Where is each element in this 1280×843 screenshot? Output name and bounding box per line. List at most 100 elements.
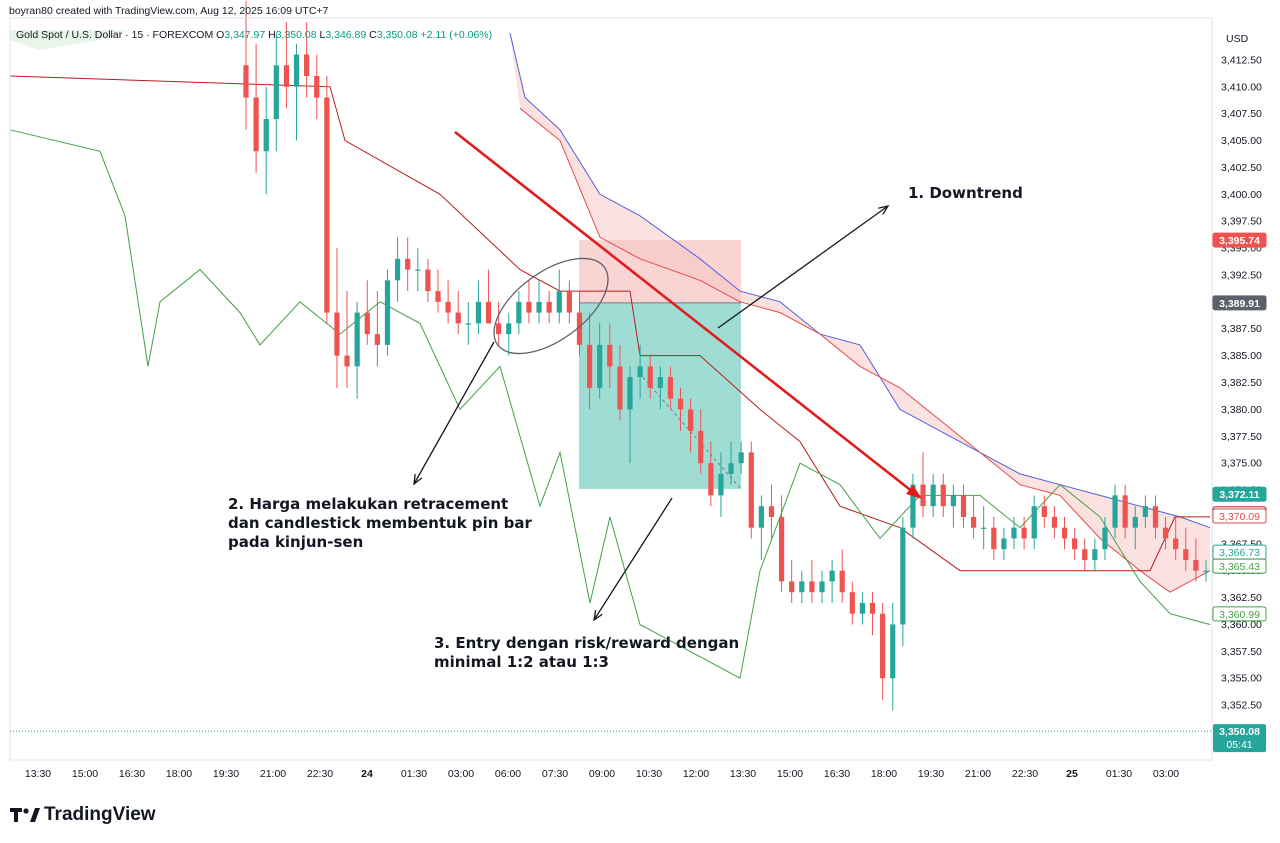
candle — [1031, 495, 1037, 550]
candle — [273, 33, 279, 152]
candle — [607, 323, 613, 388]
arrow-entry-head — [593, 610, 603, 622]
candle — [1011, 516, 1017, 550]
trade-path — [638, 372, 742, 490]
candle-body — [809, 581, 815, 593]
drawings — [9, 17, 1213, 761]
price-label-text: 3,365.43 — [1219, 561, 1260, 573]
candle — [799, 570, 805, 603]
x-tick-label: 18:00 — [871, 768, 897, 780]
candle — [253, 43, 259, 173]
candle-body — [1152, 506, 1159, 528]
y-tick-label: 3,362.50 — [1221, 592, 1262, 604]
candle-body — [273, 65, 279, 120]
candle — [597, 323, 603, 399]
price-label: 3,372.11 — [1212, 486, 1267, 502]
y-tick-label: 3,412.50 — [1221, 54, 1262, 66]
author-line: boyran80 created with TradingView.com, A… — [9, 5, 329, 17]
price-label-text: 3,360.99 — [1219, 609, 1260, 621]
candle-body — [819, 581, 825, 593]
candle — [243, 0, 249, 130]
candle — [465, 301, 471, 345]
position-tool — [579, 240, 742, 490]
candle — [304, 22, 310, 98]
candle — [738, 441, 744, 474]
candle-body — [728, 463, 734, 474]
candle-body — [869, 602, 876, 614]
candle-body — [405, 258, 411, 270]
candle-body — [1072, 538, 1078, 550]
y-tick-label: 3,360.00 — [1221, 619, 1262, 631]
candle — [1092, 538, 1098, 571]
candle-body — [758, 506, 764, 528]
y-tick-label: 3,392.50 — [1221, 269, 1262, 281]
arrow-downtrend — [717, 205, 890, 329]
annotation-retracement-line-3: pada kinjun-sen — [228, 533, 364, 551]
x-tick-label: 01:30 — [1106, 768, 1132, 780]
arrow-downtrend-line — [717, 205, 889, 329]
candle-body — [1102, 527, 1108, 550]
x-tick-label: 21:00 — [965, 768, 991, 780]
candle-body — [1203, 570, 1209, 572]
candle-body — [1183, 549, 1189, 560]
candle-body — [536, 301, 542, 313]
candle-body — [960, 495, 967, 517]
x-tick-label: 03:00 — [448, 768, 474, 780]
candle — [789, 559, 795, 603]
symbol-name[interactable]: Gold Spot / U.S. Dollar · 15 · FOREXCOM — [16, 29, 214, 41]
candle — [1072, 527, 1078, 560]
candle — [1203, 559, 1209, 582]
candle — [981, 506, 987, 550]
candle — [667, 366, 674, 410]
price-label-text: 3,366.73 — [1219, 547, 1260, 559]
candle — [293, 43, 300, 141]
price-label-text: 3,395.74 — [1219, 235, 1260, 247]
annotation-entry[interactable]: 3. Entry dengan risk/reward dengan minim… — [434, 634, 739, 672]
candle-body — [880, 613, 886, 679]
candle-body — [516, 301, 522, 324]
price-label-box — [1212, 508, 1267, 524]
plot-frame — [9, 17, 1213, 761]
candle — [920, 452, 926, 517]
x-tick-label: 15:00 — [72, 768, 98, 780]
low-label: L — [319, 29, 326, 41]
tradingview-brand[interactable]: TradingView — [10, 804, 156, 826]
y-tick-label: 3,385.00 — [1221, 350, 1262, 362]
candle-body — [334, 312, 340, 356]
time-axis: 13:30 15:00 16:30 18:00 19:30 21:00 22:30 24 01:… — [25, 768, 1179, 780]
x-tick-label: 19:30 — [918, 768, 944, 780]
candle — [425, 258, 431, 302]
candle-body — [1162, 527, 1169, 539]
candle-body — [607, 344, 613, 367]
y-tick-label: 3,380.00 — [1221, 404, 1262, 416]
x-tick-label: 06:00 — [495, 768, 521, 780]
candle — [647, 355, 653, 399]
candle — [334, 248, 340, 388]
x-tick-label: 09:00 — [589, 768, 615, 780]
annotation-downtrend[interactable]: 1. Downtrend — [908, 184, 1023, 202]
candle-body — [475, 301, 482, 324]
arrow-entry-line — [593, 497, 673, 621]
candle-body — [920, 484, 926, 507]
candle — [748, 441, 754, 539]
x-tick-label: 12:00 — [683, 768, 709, 780]
candle-body — [627, 377, 633, 410]
candle-body — [586, 344, 593, 388]
candle — [1183, 527, 1189, 571]
candle — [960, 484, 967, 528]
candle — [506, 312, 512, 356]
annotation-entry-line-2: minimal 1:2 atau 1:3 — [434, 653, 609, 671]
candle-body — [1011, 527, 1017, 539]
candle — [768, 484, 775, 539]
x-tick-label: 16:30 — [119, 768, 145, 780]
price-label-box — [1212, 486, 1267, 502]
candle-body — [283, 65, 290, 87]
candle-body — [789, 581, 795, 593]
candle — [354, 301, 360, 399]
candle — [688, 398, 694, 453]
candle-body — [617, 366, 623, 410]
y-tick-label: 3,377.50 — [1221, 431, 1262, 443]
candle-body — [455, 312, 461, 324]
annotation-retracement[interactable]: 2. Harga melakukan retracement dan candl… — [228, 495, 532, 552]
